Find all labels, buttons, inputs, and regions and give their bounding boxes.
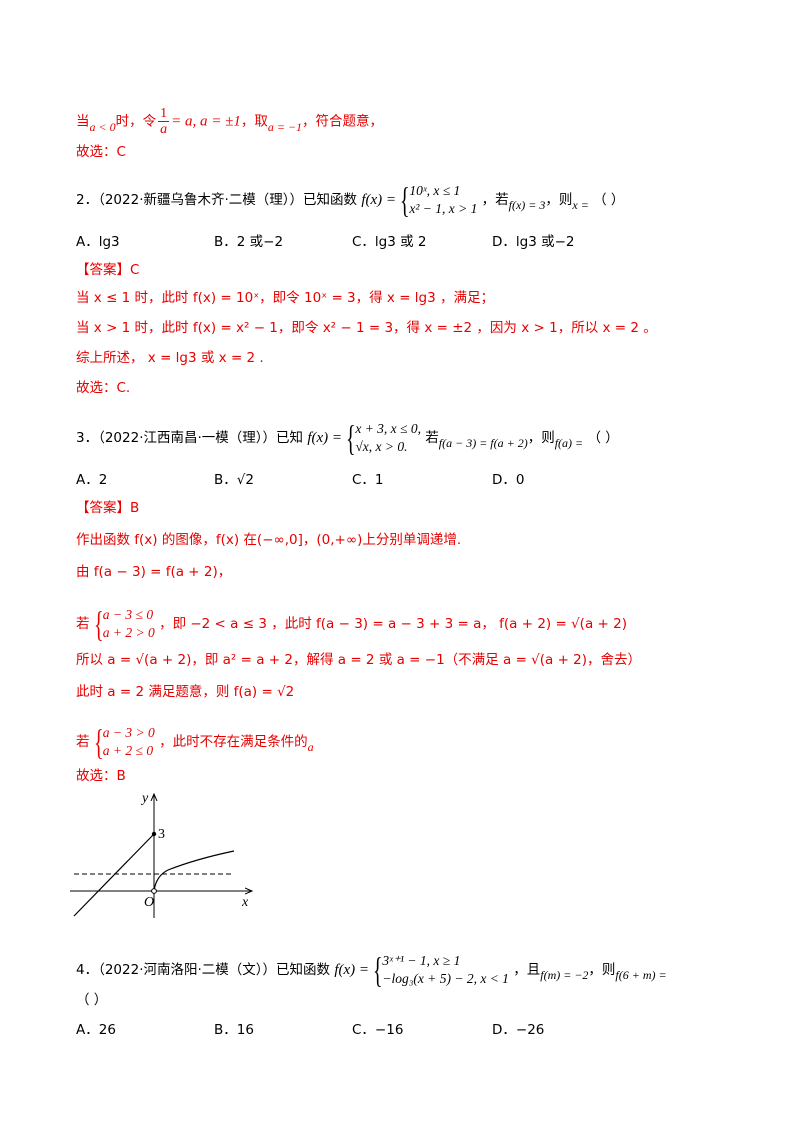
q4-option-a[interactable]: A．26 [76, 1022, 116, 1038]
y3-label: 3 [158, 827, 165, 842]
math: a < 0 [89, 119, 116, 134]
math: x = [572, 198, 589, 212]
text: 时，令 [115, 113, 157, 130]
text: ，若 [481, 192, 509, 208]
case: x² − 1, x > 1 [409, 201, 478, 216]
x-axis-label: x [241, 895, 249, 910]
y-axis-label: y [140, 791, 149, 806]
q3-solution-1: 作出函数 f(x) 的图像，f(x) 在(−∞,0]，(0,+∞)上分别单调递增… [76, 532, 462, 548]
q2-option-c[interactable]: C．lg3 或 2 [352, 234, 427, 250]
q3-solution-4: 所以 a = √(a + 2)，即 a² = a + 2，解得 a = 2 或 … [76, 652, 642, 668]
math: = a, a = ±1 [171, 113, 241, 130]
case: x + 3, x ≤ 0, [355, 421, 421, 436]
case: 10ˣ, x ≤ 1 [409, 183, 461, 198]
text: ，取 [240, 113, 268, 130]
inequality-system: {a − 3 ≤ 0 a + 2 > 0 [94, 604, 155, 644]
math: f(a − 3) = f(a + 2) [438, 436, 528, 450]
text: ，符合题意， [302, 113, 384, 130]
q3-solution-6: 若 {a − 3 > 0 a + 2 ≤ 0 ，此时不存在满足条件的a [76, 722, 314, 762]
q4-answer-blank: （ ） [76, 992, 108, 1008]
answer-blank: （ ） [593, 192, 625, 208]
question-source: （2022·河南洛阳·二模（文））已知函数 [98, 962, 331, 978]
q2-option-b[interactable]: B．2 或−2 [214, 234, 284, 250]
solution-line-1: 当a < 0时，令 1 a = a, a = ±1，取a = −1，符合题意， [76, 106, 383, 137]
brace: { [93, 722, 104, 762]
text: 若 [76, 616, 90, 632]
brace: { [373, 950, 383, 990]
q4-option-d[interactable]: D．−26 [492, 1022, 545, 1038]
question-2-stem: 2．（2022·新疆乌鲁木齐·二模（理））已知函数 f(x) = {10ˣ, x… [76, 180, 625, 220]
math: f(a) = [554, 436, 584, 450]
q3-solution-2: 由 f(a − 3) = f(a + 2)， [76, 564, 232, 580]
inequality-system: {a − 3 > 0 a + 2 ≤ 0 [94, 722, 155, 762]
piecewise-function: {3ˣ⁺¹ − 1, x ≥ 1 −log₃(x + 5) − 2, x < 1 [373, 950, 509, 990]
case: a − 3 > 0 [102, 725, 155, 740]
question-number: 2． [76, 192, 99, 208]
point-0-3 [151, 831, 157, 837]
answer-blank: （ ） [587, 430, 619, 446]
q3-option-d[interactable]: D．0 [492, 472, 525, 488]
question-number: 3． [76, 430, 99, 446]
numerator: 1 [158, 106, 170, 122]
piecewise-function: {x + 3, x ≤ 0, √x, x > 0. [346, 418, 421, 458]
text: ，此时不存在满足条件的 [159, 734, 308, 750]
case: 3ˣ⁺¹ − 1, x ≥ 1 [382, 953, 461, 968]
q3-solution-3: 若 {a − 3 ≤ 0 a + 2 > 0 ，即 −2 < a ≤ 3 ，此时 … [76, 604, 627, 644]
q4-option-b[interactable]: B．16 [214, 1022, 254, 1038]
brace: { [93, 604, 104, 644]
math: f(x) = [307, 430, 343, 446]
math: f(m) = −2 [540, 968, 589, 982]
text: ，且 [513, 962, 541, 978]
solution-line-2: 故选：C [76, 144, 126, 160]
open-point-origin [151, 888, 157, 894]
denominator: a [160, 122, 168, 137]
text: 若 [425, 430, 439, 446]
q2-solution-1: 当 x ≤ 1 时，此时 f(x) = 10ˣ，即令 10ˣ = 3，得 x =… [76, 290, 495, 306]
q2-solution-4: 故选：C. [76, 380, 131, 396]
case: √x, x > 0. [355, 439, 408, 454]
case: −log₃(x + 5) − 2, x < 1 [382, 971, 509, 986]
q3-solution-7: 故选：B [76, 768, 126, 784]
case: a + 2 ≤ 0 [102, 743, 154, 758]
math: f(x) = [361, 192, 397, 208]
math: a = −1 [267, 119, 303, 134]
case: a − 3 ≤ 0 [102, 607, 154, 622]
q3-answer: 【答案】B [76, 500, 140, 516]
text: ，即 −2 < a ≤ 3 ，此时 f(a − 3) = a − 3 + 3 =… [159, 616, 627, 632]
text: 当 [76, 113, 90, 130]
origin-label: O [144, 895, 154, 910]
question-source: （2022·江西南昌·一模（理））已知 [98, 430, 304, 446]
question-number: 4． [76, 962, 99, 978]
q3-solution-5: 此时 a = 2 满足题意，则 f(a) = √2 [76, 684, 295, 700]
text: ，则 [545, 192, 573, 208]
q3-option-a[interactable]: A．2 [76, 472, 108, 488]
math: f(x) = [334, 962, 370, 978]
line-x-plus-3 [73, 833, 155, 917]
question-4-stem: 4．（2022·河南洛阳·二模（文））已知函数 f(x) = {3ˣ⁺¹ − 1… [76, 950, 667, 990]
text: 若 [76, 734, 90, 750]
q2-solution-2: 当 x > 1 时，此时 f(x) = x² − 1，即令 x² − 1 = 3… [76, 320, 657, 336]
brace: { [400, 180, 410, 220]
brace: { [346, 418, 356, 458]
q2-solution-3: 综上所述， x = lg3 或 x = 2 . [76, 350, 264, 366]
q2-option-d[interactable]: D．lg3 或−2 [492, 234, 575, 250]
q3-option-c[interactable]: C．1 [352, 472, 384, 488]
q2-option-a[interactable]: A．lg3 [76, 234, 120, 250]
text: ，则 [527, 430, 555, 446]
math: f(x) = 3 [508, 198, 546, 212]
q4-option-c[interactable]: C．−16 [352, 1022, 404, 1038]
question-source: （2022·新疆乌鲁木齐·二模（理））已知函数 [98, 192, 358, 208]
piecewise-function: {10ˣ, x ≤ 1 x² − 1, x > 1 [400, 180, 478, 220]
question-3-stem: 3．（2022·江西南昌·一模（理））已知 f(x) = {x + 3, x ≤… [76, 418, 619, 458]
text: ，则 [588, 962, 616, 978]
sqrt-curve [153, 850, 235, 892]
case: a + 2 > 0 [102, 625, 155, 640]
math: a [307, 740, 314, 754]
function-graph: y x O 3 [70, 791, 266, 918]
q2-answer: 【答案】C [76, 262, 140, 278]
q3-option-b[interactable]: B．√2 [214, 472, 254, 488]
math: f(6 + m) = [615, 968, 667, 982]
